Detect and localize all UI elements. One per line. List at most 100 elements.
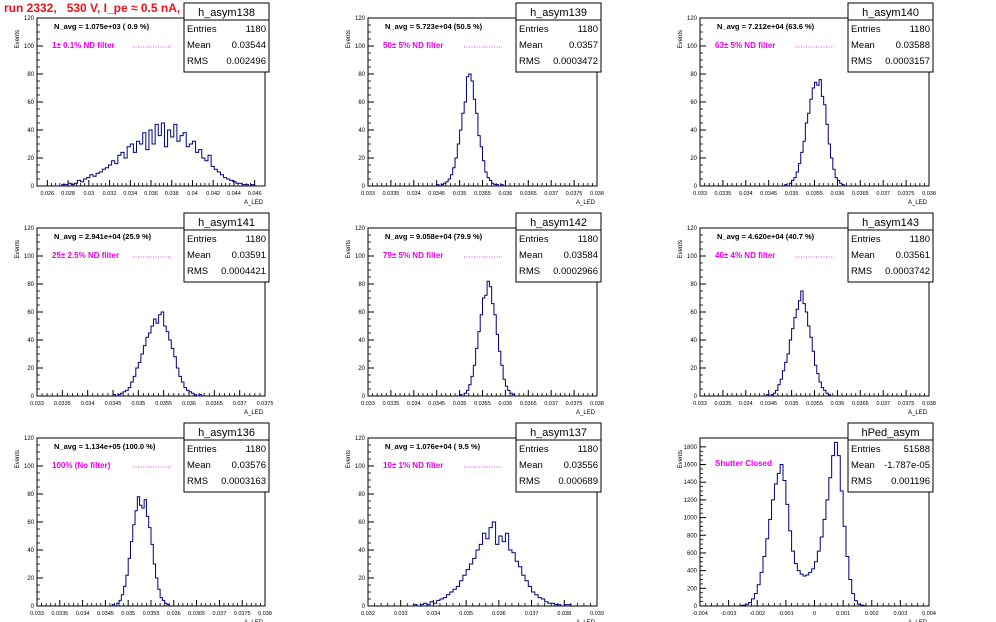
- stats-label-entries: Entries: [519, 24, 549, 35]
- x-tick-label: 0.033: [394, 611, 408, 617]
- y-axis-label: Events: [346, 240, 352, 258]
- y-tick-label: 0: [694, 394, 698, 400]
- stats-value-rms: 0.0004421: [221, 266, 266, 277]
- y-axis-label: Events: [346, 450, 352, 468]
- x-tick-label: 0.038: [922, 401, 936, 407]
- x-tick-label: 0.032: [361, 611, 375, 617]
- x-tick-label: 0.0335: [51, 611, 68, 617]
- y-axis-label: Events: [15, 450, 21, 468]
- panel-h_asym143: 0 20 40 60 80 100 120 0.033 0.0335 0.034 0.0345 0.0…: [678, 212, 936, 416]
- x-tick-label: 0.037: [876, 401, 890, 407]
- y-tick-label: 0: [31, 184, 35, 190]
- y-tick-label: 100: [355, 44, 366, 50]
- stats-value-entries: 1180: [578, 234, 598, 245]
- y-tick-label: 0: [31, 604, 35, 610]
- stats-label-rms: RMS: [851, 266, 872, 277]
- x-tick-label: 0.0375: [234, 611, 251, 617]
- filter-annotation: Shutter Closed: [715, 459, 772, 468]
- stats-title: hPed_asym: [861, 427, 919, 439]
- x-tick-label: 0.035: [785, 191, 799, 197]
- y-tick-label: 800: [687, 533, 698, 539]
- stats-value-rms: 0.0002966: [553, 266, 598, 277]
- panel-h_asym141: 0 20 40 60 80 100 120 0.033 0.0335 0.034 0.0345 0.0…: [15, 212, 273, 416]
- x-tick-label: 0.0355: [143, 611, 160, 617]
- x-tick-label: 0.0335: [382, 401, 399, 407]
- stats-label-rms: RMS: [519, 266, 540, 277]
- x-axis-label: A_LED: [908, 410, 928, 416]
- x-axis-label: A_LED: [244, 620, 264, 622]
- x-tick-label: 0.0375: [566, 401, 583, 407]
- x-tick-label: 0.003: [893, 611, 907, 617]
- y-tick-label: 20: [27, 576, 34, 582]
- filter-annotation: 40± 4% ND filter: [715, 251, 775, 260]
- stats-label-entries: Entries: [187, 444, 217, 455]
- y-tick-label: 80: [358, 282, 365, 288]
- y-tick-label: 200: [687, 586, 698, 592]
- stats-value-mean: 0.03591: [232, 250, 266, 261]
- stats-value-entries: 1180: [246, 234, 266, 245]
- stats-value-entries: 1180: [246, 444, 266, 455]
- panel-h_asym137: 0 20 40 60 80 100 120 0.032 0.033 0.034 0.035 0.036…: [346, 422, 604, 622]
- x-tick-label: 0.0375: [566, 191, 583, 197]
- y-tick-label: 20: [27, 156, 34, 162]
- x-tick-label: 0.0365: [852, 401, 869, 407]
- y-tick-label: 80: [690, 282, 697, 288]
- panel-h_asym138: 0 20 40 60 80 100 120 0.026 0.028 0.03 0.032 0.034 0…: [15, 2, 270, 206]
- y-tick-label: 100: [355, 464, 366, 470]
- histogram-line: [112, 311, 203, 397]
- x-tick-label: 0.035: [459, 611, 473, 617]
- x-tick-label: 0.0335: [714, 401, 731, 407]
- y-tick-label: 100: [355, 254, 366, 260]
- x-tick-label: -0.003: [721, 611, 737, 617]
- stats-label-rms: RMS: [519, 56, 540, 67]
- y-tick-label: 0: [362, 604, 366, 610]
- x-tick-label: 0.0345: [105, 401, 122, 407]
- stats-value-rms: 0.0003472: [553, 56, 598, 67]
- y-tick-label: 1200: [684, 498, 698, 504]
- y-tick-label: 20: [358, 366, 365, 372]
- y-tick-label: 0: [694, 604, 698, 610]
- x-tick-label: 0.033: [693, 401, 707, 407]
- navg-annotation: N_avg = 7.212e+04 (63.6 %): [717, 22, 815, 31]
- stats-title: h_asym143: [862, 217, 919, 229]
- y-tick-label: 120: [355, 436, 366, 442]
- filter-annotation: 100% (No filter): [52, 461, 111, 470]
- stats-value-entries: 1180: [910, 24, 930, 35]
- stats-label-rms: RMS: [851, 476, 872, 487]
- y-tick-label: 20: [358, 576, 365, 582]
- stats-box: [847, 212, 934, 283]
- stats-value-mean: 0.03561: [896, 250, 930, 261]
- x-tick-label: 0.038: [557, 611, 571, 617]
- x-axis-label: A_LED: [908, 200, 928, 206]
- y-tick-label: 40: [690, 128, 697, 134]
- x-tick-label: 0.0365: [520, 401, 537, 407]
- x-tick-label: 0.038: [165, 191, 179, 197]
- x-tick-label: 0.032: [103, 191, 117, 197]
- stats-label-mean: Mean: [187, 40, 211, 51]
- navg-annotation: N_avg = 4.620e+04 (40.7 %): [717, 232, 815, 241]
- x-tick-label: 0.0335: [382, 191, 399, 197]
- navg-annotation: N_avg = 1.076e+04 ( 9.5 %): [385, 442, 481, 451]
- y-tick-label: 60: [690, 310, 697, 316]
- y-tick-label: 80: [27, 72, 34, 78]
- y-tick-label: 20: [690, 156, 697, 162]
- x-tick-label: 0: [813, 611, 816, 617]
- stats-title: h_asym142: [530, 217, 587, 229]
- x-tick-label: 0.0345: [428, 191, 445, 197]
- stats-label-mean: Mean: [851, 460, 875, 471]
- x-tick-label: 0.037: [876, 191, 890, 197]
- x-tick-label: 0.0355: [806, 191, 823, 197]
- y-tick-label: 40: [27, 548, 34, 554]
- stats-label-rms: RMS: [187, 266, 208, 277]
- stats-label-rms: RMS: [851, 56, 872, 67]
- x-tick-label: 0.026: [40, 191, 54, 197]
- x-tick-label: 0.0335: [714, 191, 731, 197]
- x-tick-label: 0.035: [131, 401, 145, 407]
- histogram-line: [739, 441, 867, 607]
- stats-label-entries: Entries: [851, 234, 881, 245]
- x-tick-label: 0.034: [81, 401, 95, 407]
- x-tick-label: 0.0375: [898, 401, 915, 407]
- stats-title: h_asym141: [198, 217, 255, 229]
- x-tick-label: -0.002: [749, 611, 765, 617]
- histogram-line: [111, 496, 170, 607]
